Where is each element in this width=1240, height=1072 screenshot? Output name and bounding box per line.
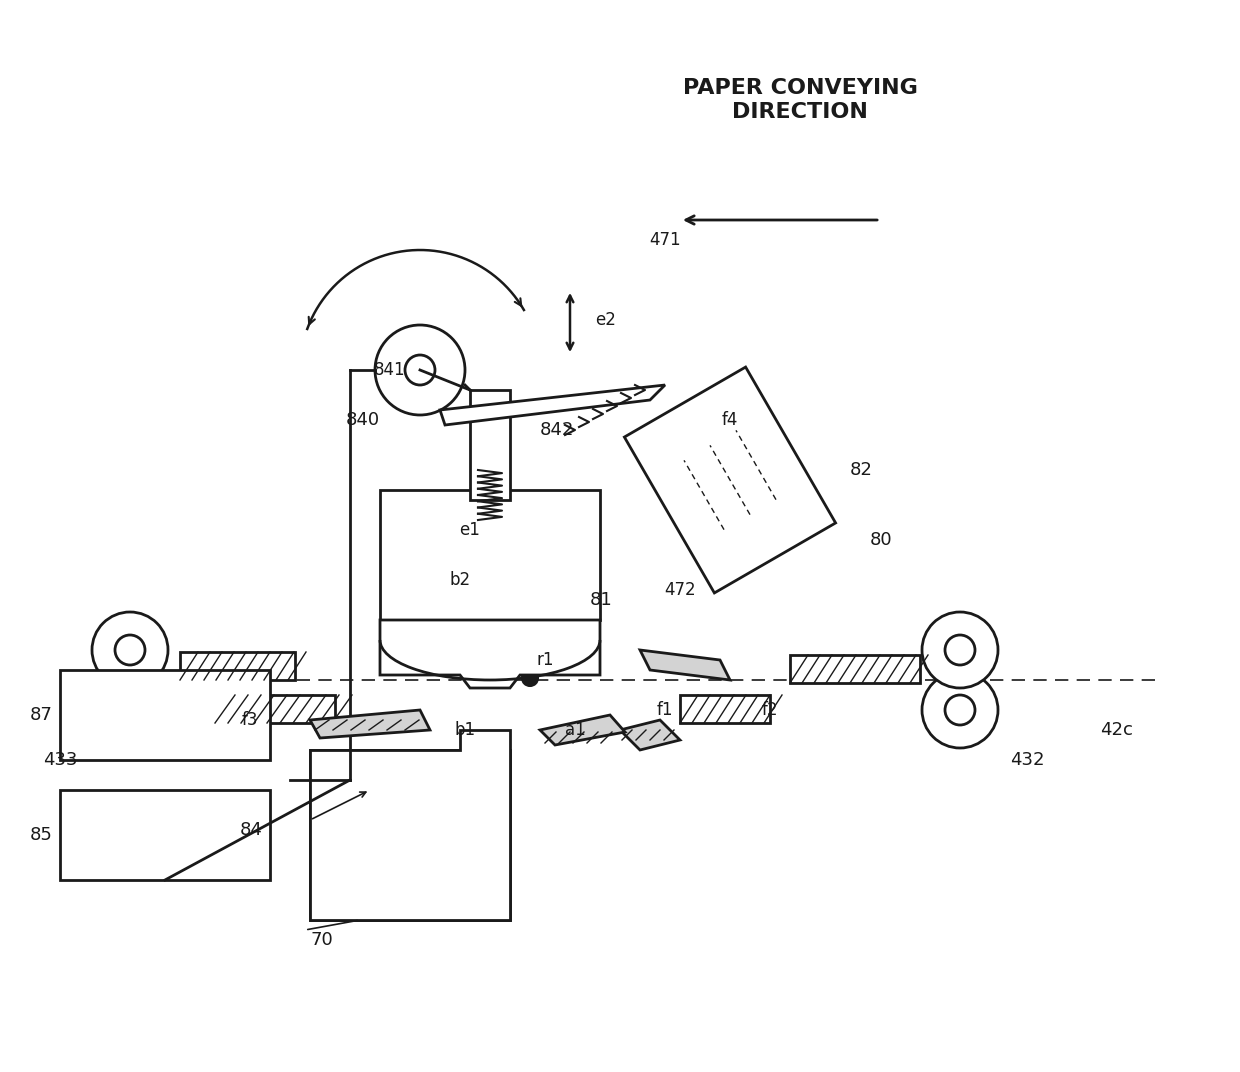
Text: 433: 433	[42, 751, 77, 769]
Bar	[310, 750, 510, 920]
Polygon shape	[625, 367, 836, 593]
Text: 471: 471	[650, 230, 681, 249]
Circle shape	[115, 635, 145, 665]
Circle shape	[923, 672, 998, 748]
Polygon shape	[640, 650, 730, 680]
Bar	[60, 790, 270, 880]
Text: a1: a1	[564, 721, 585, 739]
Circle shape	[405, 355, 435, 385]
Text: b2: b2	[449, 571, 470, 589]
Text: f3: f3	[242, 711, 258, 729]
Bar	[790, 655, 920, 683]
Bar	[680, 695, 770, 723]
Text: f1: f1	[657, 701, 673, 719]
Bar	[379, 490, 600, 620]
Text: 840: 840	[346, 411, 379, 429]
Text: 842: 842	[539, 421, 574, 440]
Text: f2: f2	[761, 701, 779, 719]
Circle shape	[923, 612, 998, 688]
Bar	[470, 390, 510, 500]
Text: r1: r1	[536, 651, 554, 669]
Circle shape	[92, 672, 167, 748]
Polygon shape	[310, 730, 510, 920]
Text: PAPER CONVEYING
DIRECTION: PAPER CONVEYING DIRECTION	[682, 78, 918, 121]
Text: 87: 87	[30, 706, 53, 724]
Circle shape	[374, 325, 465, 415]
Bar	[60, 670, 270, 760]
Polygon shape	[379, 620, 600, 688]
Text: 84: 84	[241, 821, 263, 839]
Circle shape	[522, 670, 538, 686]
Text: 70: 70	[310, 930, 332, 949]
Polygon shape	[539, 715, 625, 745]
Text: 42c: 42c	[1100, 721, 1133, 739]
Bar	[180, 652, 295, 680]
Text: 80: 80	[870, 531, 893, 549]
Bar	[215, 695, 335, 723]
Text: 82: 82	[849, 461, 873, 479]
Text: 85: 85	[30, 827, 53, 844]
Polygon shape	[620, 720, 680, 750]
Text: e1: e1	[460, 521, 480, 539]
Circle shape	[945, 695, 975, 725]
Text: 472: 472	[665, 581, 696, 599]
Circle shape	[115, 695, 145, 725]
Text: e2: e2	[595, 311, 616, 329]
Text: 81: 81	[590, 591, 613, 609]
Polygon shape	[310, 710, 430, 738]
Circle shape	[945, 635, 975, 665]
Text: b1: b1	[454, 721, 476, 739]
Text: 432: 432	[1011, 751, 1044, 769]
Polygon shape	[440, 385, 665, 425]
Circle shape	[92, 612, 167, 688]
Text: 841: 841	[374, 361, 405, 379]
Text: f4: f4	[722, 411, 738, 429]
